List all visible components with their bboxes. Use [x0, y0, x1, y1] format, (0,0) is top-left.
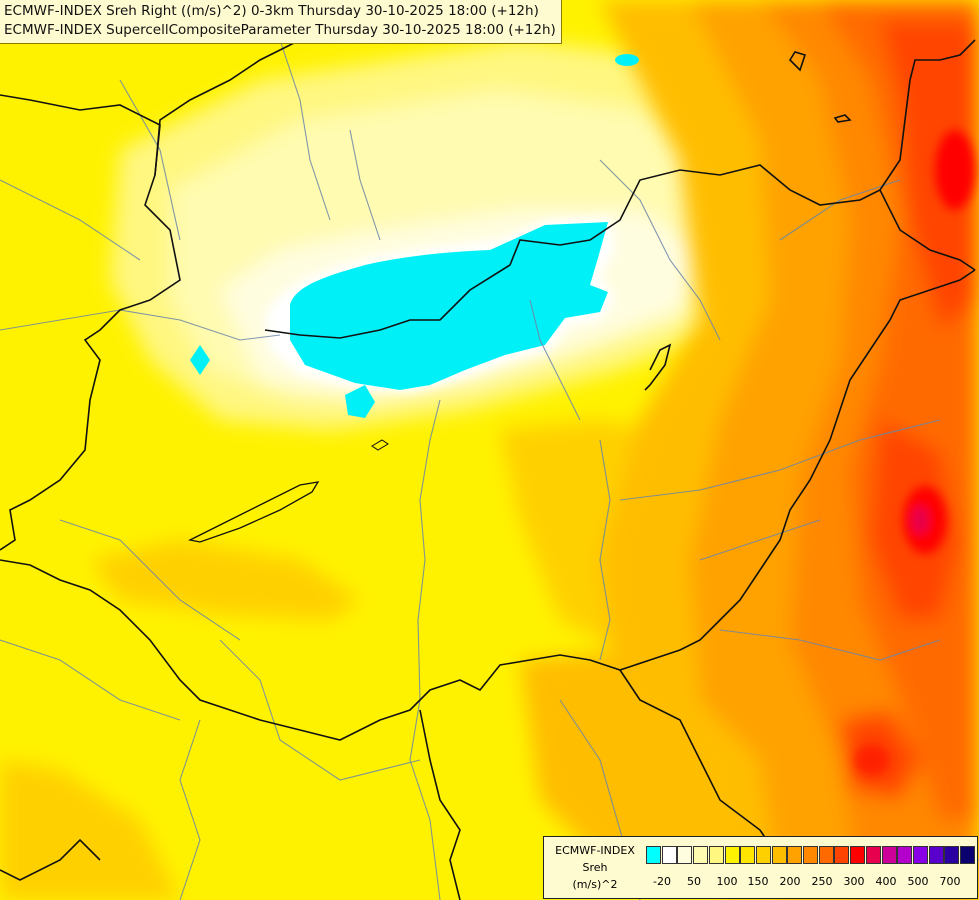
legend-swatch	[850, 846, 866, 864]
legend-swatch	[787, 846, 803, 864]
title-box: ECMWF-INDEX Sreh Right ((m/s)^2) 0-3km T…	[0, 0, 562, 44]
legend-swatch	[740, 846, 756, 864]
legend-tick-label: 100	[716, 875, 738, 888]
legend-swatch	[646, 846, 661, 864]
legend-swatch	[897, 846, 913, 864]
legend-swatch	[661, 846, 677, 864]
legend-tick-label: 400	[875, 875, 897, 888]
legend-swatch	[708, 846, 724, 864]
field-red-cores	[854, 130, 975, 776]
field-orange-east	[600, 0, 979, 900]
legend-tick-label: 200	[779, 875, 801, 888]
legend-swatch	[818, 846, 834, 864]
field-cyan-low	[190, 54, 639, 418]
legend-swatch	[865, 846, 881, 864]
legend-title-2: Sreh	[582, 861, 608, 874]
legend-tick-label: 150	[747, 875, 769, 888]
legend-tick-label: 300	[843, 875, 865, 888]
legend-swatch	[944, 846, 960, 864]
legend-swatch	[755, 846, 771, 864]
title-line-1: ECMWF-INDEX Sreh Right ((m/s)^2) 0-3km T…	[4, 3, 539, 19]
title-line-2: ECMWF-INDEX SupercellCompositeParameter …	[4, 22, 556, 38]
legend: ECMWF-INDEX Sreh (m/s)^2 -20 50 100 150 200 2…	[543, 836, 978, 899]
lake-outline	[188, 481, 320, 543]
legend-swatch	[677, 846, 693, 864]
legend-tick-label: 700	[939, 875, 961, 888]
legend-swatch	[834, 846, 850, 864]
legend-title-3: (m/s)^2	[572, 878, 618, 891]
legend-swatch	[928, 846, 944, 864]
rivers	[0, 39, 979, 900]
legend-swatch	[803, 846, 818, 864]
legend-title-1: ECMWF-INDEX	[555, 844, 635, 857]
legend-swatch	[693, 846, 709, 864]
legend-tick-label: 50	[687, 875, 701, 888]
legend-tick-label: 500	[907, 875, 929, 888]
legend-swatch	[960, 846, 975, 864]
legend-tick-label: -20	[653, 875, 671, 888]
legend-swatch	[724, 846, 740, 864]
legend-swatch	[881, 846, 897, 864]
legend-tick-label: 250	[811, 875, 833, 888]
legend-swatch	[771, 846, 787, 864]
legend-swatch	[912, 846, 928, 864]
small-lake-outline	[371, 439, 389, 451]
